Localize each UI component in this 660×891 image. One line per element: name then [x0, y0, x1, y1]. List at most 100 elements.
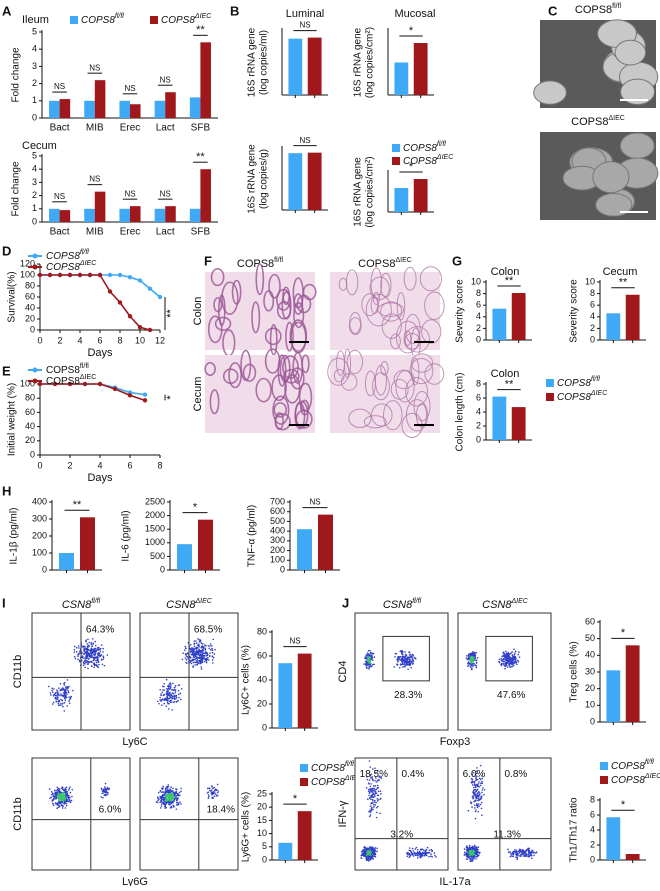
event-dot [177, 689, 180, 692]
event-dot [406, 657, 408, 660]
event-dot [196, 653, 198, 656]
bar [307, 37, 322, 95]
event-dot [365, 847, 368, 849]
event-dot [474, 791, 476, 793]
event-dot [405, 663, 407, 666]
y-axis-label: Colon length (cm) [455, 373, 466, 452]
y-tick-label: 5 [32, 150, 37, 160]
bar [200, 169, 211, 222]
event-dot [373, 663, 376, 666]
significance-label: NS [54, 82, 65, 91]
event-dot [374, 792, 377, 795]
event-dot [411, 653, 414, 656]
event-dot [161, 691, 164, 693]
event-dot [69, 791, 72, 794]
event-dot [515, 856, 517, 858]
event-dot [368, 783, 370, 785]
event-dot [404, 655, 407, 658]
bar [119, 100, 130, 118]
gate-percentage: 0.8% [505, 769, 528, 780]
y-tick-label: 0 [590, 334, 595, 344]
event-dot [173, 694, 176, 697]
event-dot [160, 694, 162, 697]
tissue-structure [293, 301, 305, 329]
histology-image [204, 348, 315, 433]
event-dot [64, 696, 67, 699]
event-dot [195, 648, 198, 650]
event-dot [372, 659, 374, 661]
event-dot [167, 791, 170, 794]
event-dot [507, 848, 509, 851]
event-dot [208, 654, 211, 657]
y-axis-label: (log copies/ml) [259, 30, 270, 95]
event-dot [475, 777, 477, 780]
legend-swatch [300, 778, 308, 786]
y-tick-label: 0 [30, 449, 35, 459]
event-dot [84, 659, 86, 661]
event-dot [175, 801, 178, 804]
event-dot [504, 655, 507, 658]
y-tick-label: 120 [20, 258, 35, 268]
event-dot [60, 698, 62, 701]
event-dot [60, 702, 62, 705]
event-dot [169, 793, 172, 795]
y-axis-label: IL-1β (pg/ml) [9, 508, 20, 565]
y-tick-label: 10 [257, 828, 267, 838]
event-dot [518, 848, 521, 851]
legend-marker [32, 378, 38, 384]
event-dot [516, 858, 518, 860]
event-dot [170, 694, 172, 697]
event-dot [369, 805, 372, 807]
event-dot [161, 794, 164, 797]
legend-label: COPS8ΔIEC [611, 773, 660, 785]
event-dot [170, 699, 172, 702]
event-dot [474, 786, 477, 788]
event-dot [473, 654, 476, 656]
event-dot [395, 652, 398, 655]
point [127, 393, 133, 398]
event-dot [95, 661, 98, 664]
event-dot [64, 807, 67, 809]
event-dot [470, 846, 473, 849]
y-tick-label: 60 [257, 650, 267, 660]
event-dot [159, 790, 162, 792]
point [82, 381, 88, 387]
bar [297, 529, 312, 570]
event-dot [63, 789, 65, 792]
event-dot [471, 660, 473, 662]
point [157, 294, 163, 300]
event-dot [373, 850, 375, 853]
event-dot [59, 800, 62, 803]
event-dot [507, 655, 510, 658]
event-dot [166, 798, 169, 801]
event-dot [179, 692, 182, 695]
event-dot [517, 659, 519, 662]
event-dot [514, 652, 516, 654]
tissue-structure [348, 408, 372, 428]
event-dot [425, 848, 428, 851]
event-dot [167, 708, 170, 710]
event-dot [368, 847, 370, 850]
event-dot [466, 658, 469, 661]
event-dot [198, 656, 201, 659]
panel-letter: F [204, 253, 212, 268]
tissue-structure [371, 403, 393, 427]
event-dot [104, 787, 107, 790]
y-tick-label: 80 [25, 280, 35, 290]
y-tick-label: 0 [30, 324, 35, 334]
event-dot [63, 796, 66, 799]
event-dot [522, 853, 525, 855]
y-tick-label: 10 [471, 276, 481, 286]
tissue-structure [346, 349, 364, 375]
event-dot [376, 794, 379, 797]
event-dot [473, 858, 475, 860]
event-dot [170, 798, 173, 801]
event-dot [410, 655, 413, 657]
point [37, 272, 43, 278]
event-dot [379, 812, 381, 815]
event-dot [515, 853, 517, 855]
event-dot [370, 790, 372, 793]
gate-box [485, 635, 533, 682]
event-dot [68, 702, 71, 705]
tissue-structure [264, 327, 282, 346]
